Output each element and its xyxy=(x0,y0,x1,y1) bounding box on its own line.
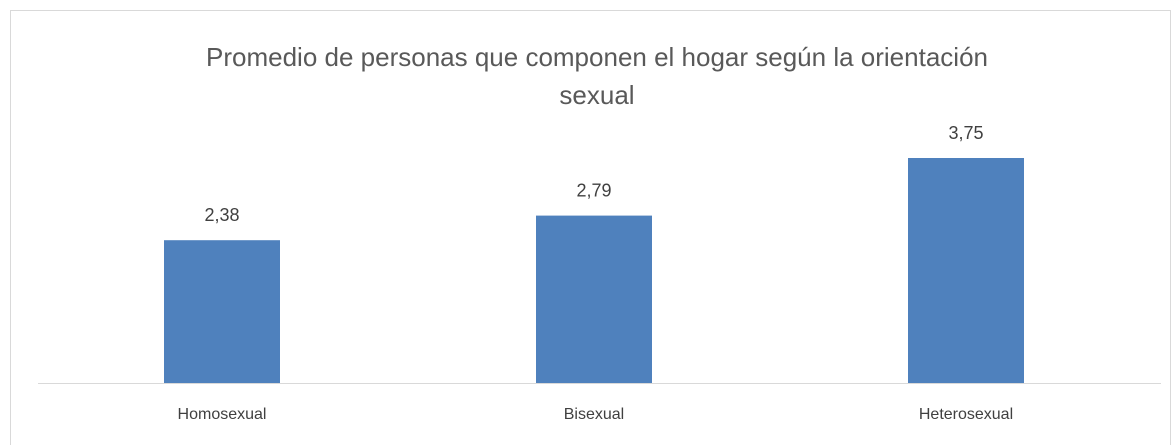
x-tick-label: Bisexual xyxy=(564,406,624,423)
bar xyxy=(908,158,1024,383)
x-tick-label: Heterosexual xyxy=(919,406,1013,423)
bar xyxy=(536,215,652,383)
chart-title: Promedio de personas que componen el hog… xyxy=(206,42,988,110)
x-tick-label: Homosexual xyxy=(178,406,267,423)
bar xyxy=(164,240,280,383)
data-label: 2,79 xyxy=(576,180,611,200)
data-label: 2,38 xyxy=(204,205,239,225)
data-label: 3,75 xyxy=(948,123,983,143)
